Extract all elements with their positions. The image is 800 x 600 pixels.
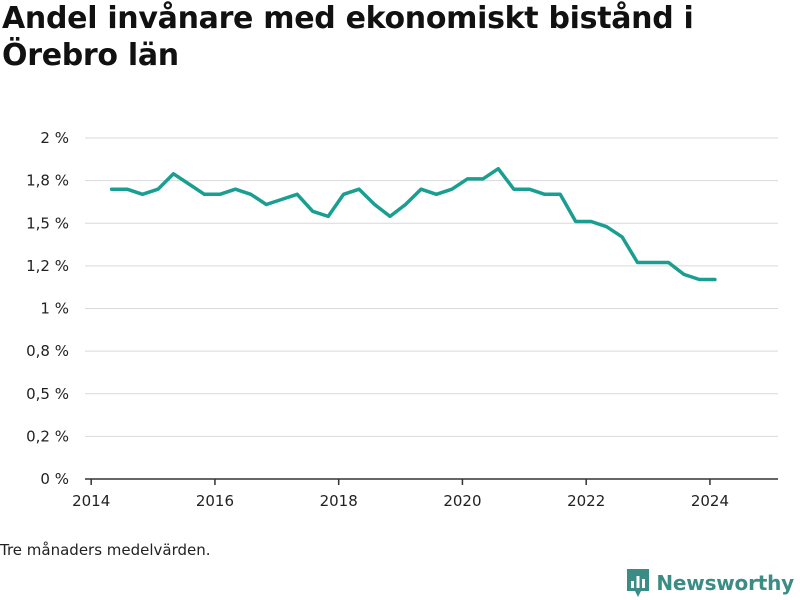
x-tick-label: 2020 (443, 492, 481, 510)
x-tick-label: 2016 (196, 492, 234, 510)
x-axis: 2014 2016 2018 2020 2022 2024 (72, 478, 778, 510)
gridlines (85, 137, 778, 437)
chart-title: Andel invånare med ekonomiskt bistånd i … (2, 1, 694, 73)
y-tick-label: 0 % (40, 470, 69, 488)
y-axis-labels: 0 % 0,2 % 0,5 % 0,8 % 1 % 1,2 % 1,5 % 1,8 % 2 % (26, 129, 69, 488)
y-tick-label: 0,2 % (26, 427, 69, 445)
series-line (109, 166, 717, 282)
y-tick-label: 1,8 % (26, 172, 69, 190)
y-tick-label: 2 % (40, 129, 69, 147)
x-tick-label: 2014 (72, 492, 110, 510)
newsworthy-logo-icon (627, 569, 650, 597)
x-tick-label: 2022 (567, 492, 605, 510)
footnote: Tre månaders medelvärden. (0, 541, 211, 559)
x-tick-label: 2018 (320, 492, 358, 510)
y-tick-label: 1 % (40, 300, 69, 318)
brand-logo: Newsworthy (626, 568, 794, 598)
brand-name: Newsworthy (656, 571, 794, 595)
y-tick-label: 1,5 % (26, 214, 69, 232)
series-layer (109, 166, 717, 282)
x-tick-label: 2024 (691, 492, 729, 510)
y-tick-label: 0,5 % (26, 385, 69, 403)
y-tick-label: 0,8 % (26, 342, 69, 360)
y-tick-label: 1,2 % (26, 257, 69, 275)
